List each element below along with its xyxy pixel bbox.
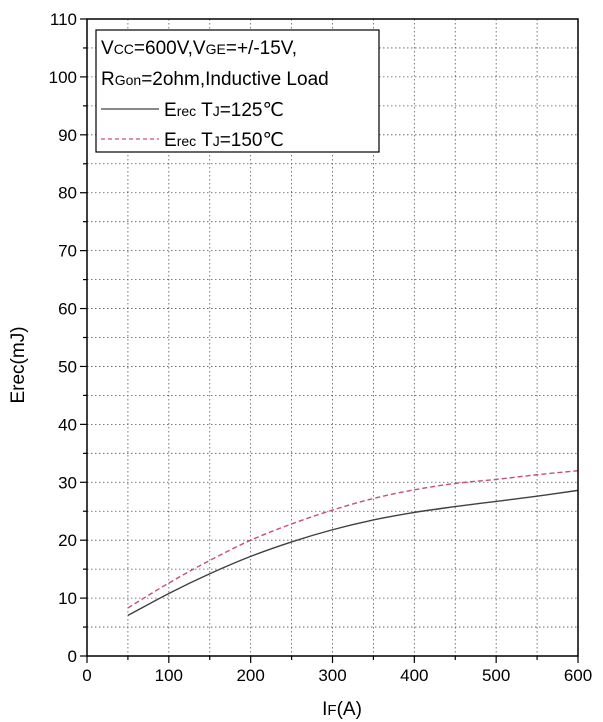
y-tick-label: 100 xyxy=(49,68,77,87)
x-tick-label: 400 xyxy=(400,666,428,685)
y-tick-label: 50 xyxy=(58,357,77,376)
legend-condition-line-1: VCC=600V,VGE=+/-15V, xyxy=(101,38,297,59)
series-line-125 xyxy=(127,489,579,617)
x-tick-label: 500 xyxy=(482,666,510,685)
y-tick-label: 10 xyxy=(58,589,77,608)
y-tick-label: 60 xyxy=(58,300,77,319)
x-axis-title-tail: (A) xyxy=(337,699,362,720)
x-axis-title-sub: F xyxy=(327,702,336,719)
legend: VCC=600V,VGE=+/-15V, RGon=2ohm,Inductive… xyxy=(95,29,380,153)
legend-label-125: Erec TJ=125℃ xyxy=(164,100,284,121)
series-group xyxy=(127,469,579,617)
x-axis-title: IF(A) xyxy=(322,699,362,720)
y-tick-label: 90 xyxy=(58,126,77,145)
y-tick-label: 110 xyxy=(50,10,77,29)
series-line-150 xyxy=(127,469,579,609)
legend-condition-line-2: RGon=2ohm,Inductive Load xyxy=(101,69,329,90)
y-tick-label: 40 xyxy=(58,415,77,434)
legend-box xyxy=(95,29,380,153)
y-tick-label: 30 xyxy=(58,473,77,492)
y-axis-title: Erec(mJ) xyxy=(8,326,29,403)
x-axis-title-main: I xyxy=(322,699,327,720)
ticks: 0 100 200 300 400 500 600 0 10 20 30 40 50 60 70 80 90 10… xyxy=(49,10,593,685)
legend-label-150: Erec TJ=150℃ xyxy=(164,130,284,151)
x-tick-label: 300 xyxy=(318,666,346,685)
x-tick-label: 600 xyxy=(564,666,592,685)
y-tick-label: 0 xyxy=(68,647,77,666)
y-tick-label: 20 xyxy=(58,531,77,550)
x-tick-label: 200 xyxy=(236,666,264,685)
y-tick-label: 70 xyxy=(58,242,77,261)
x-tick-label: 0 xyxy=(82,666,91,685)
y-tick-label: 80 xyxy=(58,184,77,203)
x-tick-label: 100 xyxy=(155,666,183,685)
